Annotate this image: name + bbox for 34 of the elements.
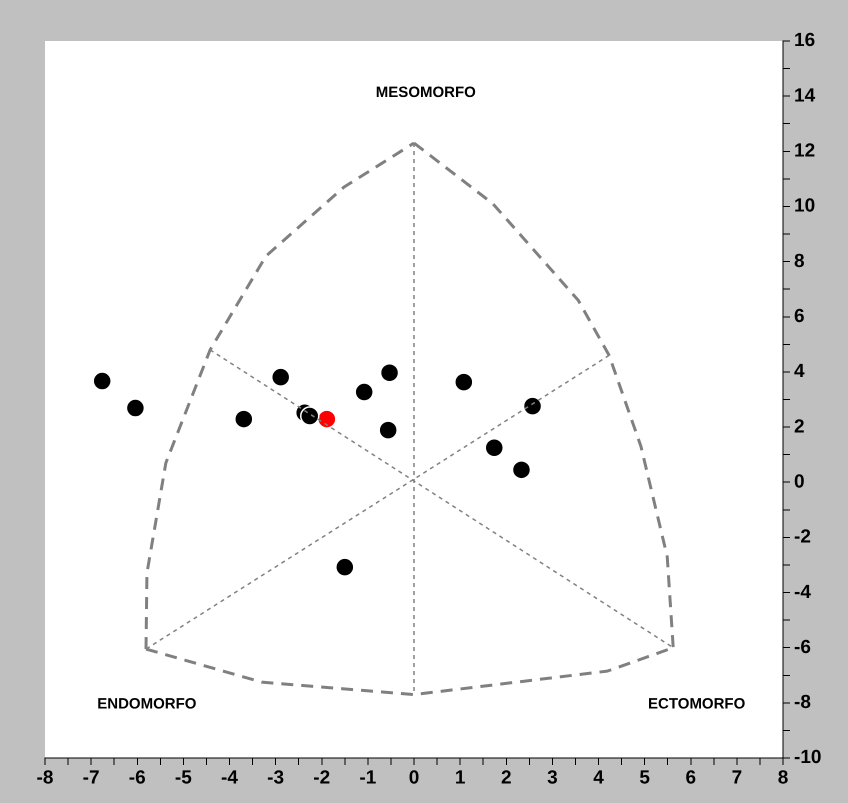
x-tick-label: -8: [36, 768, 54, 789]
x-tick-label: -5: [174, 768, 192, 789]
annotation: ECTOMORFO: [648, 695, 746, 712]
y-tick-label: 6: [794, 306, 805, 328]
x-tick-label: -7: [82, 768, 100, 789]
x-tick-label: -1: [359, 768, 377, 789]
y-tick-label: -8: [794, 692, 811, 714]
x-tick-label: 6: [685, 768, 696, 789]
y-tick-label: 10: [794, 196, 816, 217]
x-tick-label: 8: [778, 768, 788, 789]
y-tick-label: -10: [794, 747, 822, 768]
y-tick-label: 14: [794, 85, 816, 106]
x-tick-label: 7: [732, 768, 742, 789]
x-tick-label: 1: [454, 768, 466, 789]
y-tick-label: 16: [794, 30, 816, 52]
x-tick-label: 4: [593, 768, 604, 789]
annotation: MESOMORFO: [376, 84, 476, 102]
x-tick-label: -2: [313, 768, 330, 789]
annotation: ENDOMORFO: [97, 695, 197, 712]
y-tick-label: -4: [794, 582, 812, 603]
x-tick-label: -3: [267, 768, 284, 789]
x-tick-label: 0: [408, 768, 420, 789]
x-tick-label: 3: [547, 768, 558, 789]
y-tick-label: 2: [794, 416, 805, 438]
y-tick-label: 12: [794, 140, 816, 162]
x-tick-label: -4: [221, 768, 238, 789]
y-tick-label: -2: [794, 526, 811, 548]
y-tick-label: -6: [794, 636, 811, 658]
y-tick-label: 8: [794, 250, 805, 272]
y-tick-label: 4: [794, 361, 805, 382]
x-tick-label: 2: [500, 768, 512, 789]
y-tick-label: 0: [794, 471, 805, 492]
x-tick-label: 5: [639, 768, 650, 789]
x-tick-label: -6: [128, 768, 146, 789]
